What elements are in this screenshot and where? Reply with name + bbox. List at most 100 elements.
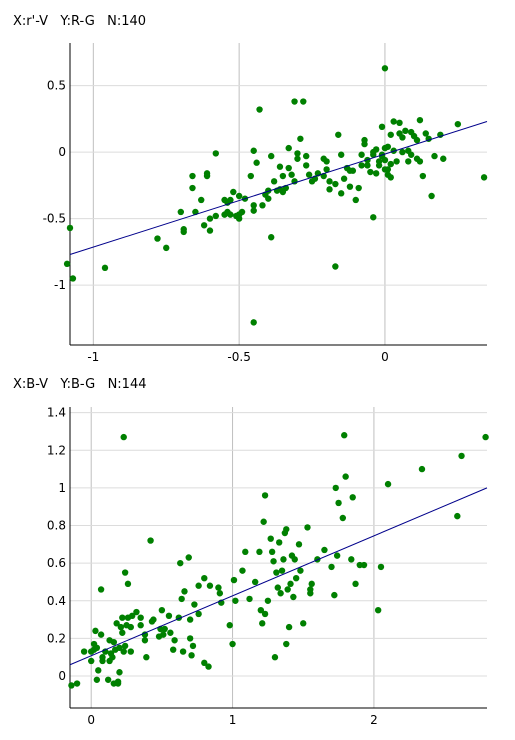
data-point xyxy=(181,588,188,595)
fit-line xyxy=(69,487,488,666)
data-point xyxy=(300,620,307,627)
data-point xyxy=(189,172,196,180)
data-point xyxy=(265,195,272,202)
data-point xyxy=(212,150,220,157)
data-point xyxy=(73,680,81,687)
data-point xyxy=(121,642,129,650)
data-point xyxy=(191,601,198,608)
data-point xyxy=(291,556,298,563)
data-point xyxy=(320,155,327,162)
data-point xyxy=(242,548,249,556)
data-point xyxy=(99,657,106,665)
data-point xyxy=(119,629,126,636)
data-point xyxy=(120,648,127,655)
data-point xyxy=(303,152,310,160)
x-tick-label: 0 xyxy=(87,713,95,727)
data-point xyxy=(285,164,292,172)
data-point xyxy=(195,610,202,618)
data-point xyxy=(331,591,338,599)
data-point xyxy=(360,561,368,569)
chart-1-plot: -1 -0.5 0 0.5 0 -0.5 -1 xyxy=(43,43,488,364)
data-point xyxy=(339,514,347,522)
data-point xyxy=(372,170,380,177)
data-point xyxy=(178,595,185,603)
data-point xyxy=(458,452,465,460)
data-point xyxy=(201,659,208,667)
data-point xyxy=(321,546,328,554)
data-point xyxy=(305,171,313,178)
fit-line xyxy=(69,121,488,256)
data-point xyxy=(393,158,400,165)
data-point xyxy=(358,151,365,158)
data-point xyxy=(268,152,275,160)
data-point xyxy=(120,433,127,441)
data-point xyxy=(143,654,150,661)
data-point xyxy=(303,162,310,169)
data-point xyxy=(287,580,294,588)
data-point xyxy=(349,494,356,501)
data-point xyxy=(216,590,224,597)
data-point xyxy=(340,175,348,182)
data-point xyxy=(300,98,307,105)
data-point xyxy=(335,499,342,507)
data-point xyxy=(114,680,122,687)
data-point xyxy=(355,184,362,192)
data-point xyxy=(133,608,140,616)
data-point xyxy=(307,590,314,597)
data-point xyxy=(232,597,239,604)
y-tick-label: 0.4 xyxy=(47,594,66,608)
data-point xyxy=(378,123,386,131)
data-point xyxy=(428,192,435,200)
data-point xyxy=(454,120,462,128)
data-point xyxy=(377,563,385,571)
data-point xyxy=(128,612,136,620)
data-point xyxy=(332,484,339,492)
data-point xyxy=(116,644,123,651)
data-point xyxy=(179,648,187,655)
data-point xyxy=(137,614,144,621)
data-point xyxy=(381,156,389,164)
data-point xyxy=(150,616,157,623)
data-point xyxy=(280,556,287,563)
data-point xyxy=(200,222,208,229)
data-point xyxy=(284,586,291,593)
data-point xyxy=(431,152,438,160)
data-point xyxy=(381,65,389,72)
data-point xyxy=(259,620,266,627)
data-point xyxy=(227,211,234,218)
data-point xyxy=(253,159,260,166)
data-point xyxy=(278,567,286,574)
data-point xyxy=(147,537,154,544)
data-point xyxy=(384,480,392,488)
data-point xyxy=(260,518,267,525)
data-point xyxy=(402,127,409,135)
data-point xyxy=(288,171,295,178)
data-point xyxy=(295,541,303,548)
data-point xyxy=(247,172,254,180)
data-point xyxy=(251,578,259,586)
data-point xyxy=(419,172,427,180)
data-point xyxy=(285,623,293,631)
data-point xyxy=(203,172,211,180)
data-point xyxy=(277,590,284,597)
data-point xyxy=(201,574,208,582)
data-point xyxy=(387,131,394,138)
data-point xyxy=(297,567,304,574)
data-point xyxy=(180,226,187,233)
data-point xyxy=(93,644,101,651)
data-point xyxy=(121,569,129,576)
y-tick-label: -0.5 xyxy=(43,212,66,226)
data-point xyxy=(97,586,105,593)
data-point xyxy=(117,623,125,631)
data-point xyxy=(141,637,149,644)
data-point xyxy=(261,492,269,499)
data-point xyxy=(185,554,192,561)
data-point xyxy=(246,595,253,603)
data-point xyxy=(206,215,214,222)
data-point xyxy=(189,642,197,650)
data-point xyxy=(88,657,95,665)
data-point xyxy=(177,559,184,567)
data-point xyxy=(165,612,173,620)
data-point xyxy=(384,143,392,150)
data-point xyxy=(308,580,315,588)
